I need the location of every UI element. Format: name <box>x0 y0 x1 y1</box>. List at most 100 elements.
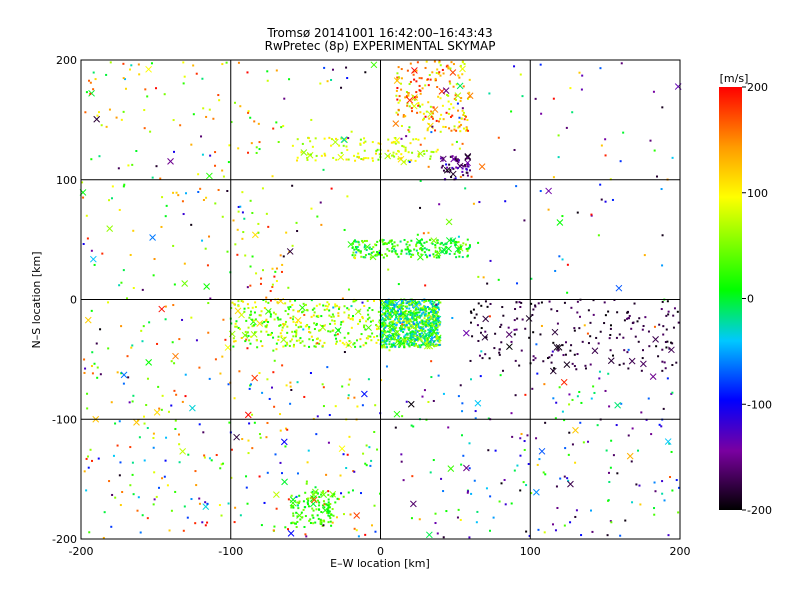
scatter-point <box>362 157 365 160</box>
scatter-point <box>152 432 155 435</box>
scatter-point <box>274 313 277 316</box>
scatter-point <box>558 386 561 389</box>
scatter-point <box>668 442 671 445</box>
scatter-point <box>462 113 465 116</box>
scatter-point <box>83 371 86 374</box>
scatter-point <box>489 302 492 305</box>
scatter-point <box>400 312 403 315</box>
scatter-point <box>327 511 330 514</box>
scatter-point <box>393 318 396 321</box>
scatter-point <box>636 320 639 323</box>
scatter-point <box>386 324 389 327</box>
scatter-point <box>374 530 377 533</box>
scatter-point <box>406 326 409 329</box>
scatter-point <box>229 381 232 384</box>
scatter-point <box>396 98 399 101</box>
scatter-point <box>302 500 305 503</box>
scatter-cross <box>416 335 424 343</box>
scatter-point <box>227 383 230 386</box>
scatter-point <box>243 217 246 220</box>
scatter-cross <box>286 248 294 255</box>
scatter-point <box>486 305 489 308</box>
scatter-point <box>438 343 441 346</box>
scatter-point <box>397 335 400 338</box>
scatter-point <box>310 118 313 121</box>
scatter-point <box>554 529 557 532</box>
scatter-point <box>432 315 435 318</box>
scatter-point <box>391 301 394 304</box>
scatter-point <box>268 310 271 313</box>
scatter-point <box>667 534 670 537</box>
scatter-point <box>434 316 437 319</box>
scatter-cross <box>206 172 213 180</box>
scatter-point <box>462 127 465 130</box>
scatter-point <box>343 311 346 314</box>
scatter-point <box>437 72 440 75</box>
scatter-point <box>513 148 516 151</box>
scatter-point <box>422 150 425 153</box>
scatter-cross <box>445 245 452 253</box>
scatter-point <box>521 318 524 321</box>
scatter-point <box>597 342 600 345</box>
scatter-point <box>352 300 355 303</box>
scatter-point <box>391 321 394 324</box>
scatter-point <box>662 325 665 328</box>
scatter-point <box>552 523 555 526</box>
scatter-point <box>407 320 410 323</box>
scatter-point <box>454 177 457 180</box>
scatter-point <box>124 87 127 90</box>
scatter-point <box>609 520 612 523</box>
scatter-point <box>411 315 414 318</box>
scatter-point <box>308 519 311 522</box>
scatter-point <box>83 358 86 361</box>
scatter-point <box>242 300 245 303</box>
scatter-point <box>409 313 412 316</box>
scatter-point <box>441 164 444 167</box>
scatter-point <box>458 125 461 128</box>
scatter-point <box>338 306 341 309</box>
scatter-point <box>412 73 415 76</box>
scatter-point <box>400 302 403 305</box>
scatter-point <box>371 332 374 335</box>
scatter-point <box>347 316 350 319</box>
scatter-point <box>260 330 263 333</box>
scatter-point <box>405 323 408 326</box>
scatter-point <box>387 241 390 244</box>
scatter-point <box>234 322 237 325</box>
scatter-point <box>457 109 460 112</box>
scatter-point <box>356 155 359 158</box>
scatter-point <box>136 509 139 512</box>
scatter-point <box>524 393 527 396</box>
scatter-point <box>603 322 606 325</box>
scatter-point <box>415 245 418 248</box>
scatter-point <box>96 376 99 379</box>
scatter-point <box>346 453 349 456</box>
scatter-point <box>251 447 254 450</box>
scatter-point <box>589 321 592 324</box>
scatter-point <box>434 311 437 314</box>
x-tick-label: 0 <box>377 545 384 558</box>
scatter-point <box>458 76 461 79</box>
scatter-point <box>85 91 88 94</box>
scatter-point <box>249 313 252 316</box>
scatter-point <box>604 200 607 203</box>
scatter-point <box>407 129 410 132</box>
scatter-point <box>665 346 668 349</box>
scatter-point <box>405 95 408 98</box>
scatter-point <box>398 315 401 318</box>
scatter-point <box>393 306 396 309</box>
scatter-point <box>267 225 270 228</box>
scatter-point <box>121 491 124 494</box>
scatter-point <box>401 311 404 314</box>
scatter-point <box>535 437 538 440</box>
scatter-point <box>467 129 470 132</box>
scatter-point <box>152 446 155 449</box>
scatter-point <box>327 501 330 504</box>
scatter-point <box>360 492 363 495</box>
scatter-point <box>310 335 313 338</box>
scatter-cross <box>84 316 92 324</box>
scatter-cross <box>289 499 297 507</box>
scatter-point <box>410 159 413 162</box>
scatter-point <box>220 463 223 466</box>
scatter-point <box>195 72 198 75</box>
